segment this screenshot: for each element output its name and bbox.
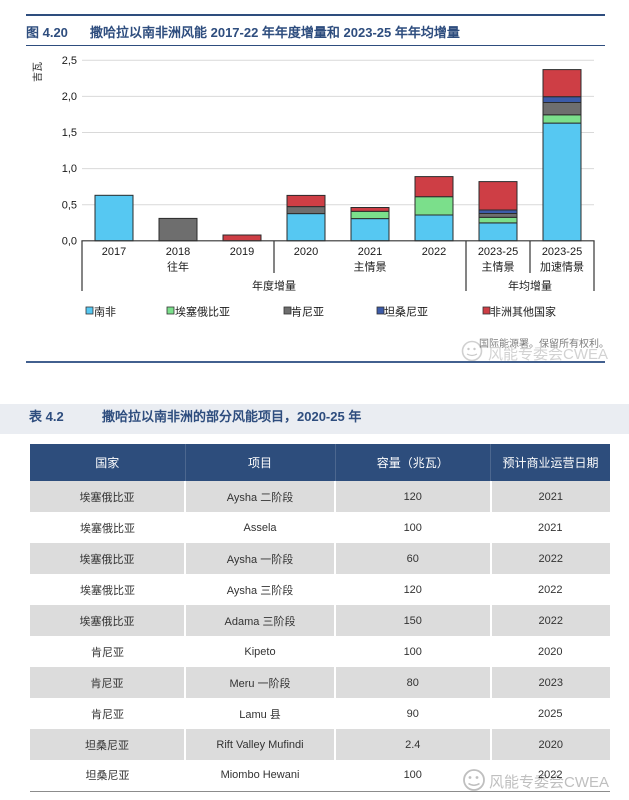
svg-text:往年: 往年 <box>167 260 189 274</box>
svg-text:年度增量: 年度增量 <box>252 279 296 293</box>
svg-text:风能专委会CWEA: 风能专委会CWEA <box>489 774 609 791</box>
svg-text:2022: 2022 <box>422 246 446 258</box>
svg-text:2023-25: 2023-25 <box>478 246 518 258</box>
svg-text:吉瓦: 吉瓦 <box>32 62 44 82</box>
svg-text:0,0: 0,0 <box>62 236 77 248</box>
svg-text:肯尼亚: 肯尼亚 <box>291 306 324 319</box>
svg-text:主情景: 主情景 <box>354 261 387 274</box>
svg-text:南非: 南非 <box>94 306 116 319</box>
svg-text:主情景: 主情景 <box>482 261 515 274</box>
svg-text:2018: 2018 <box>166 246 190 258</box>
svg-text:年均增量: 年均增量 <box>508 279 552 293</box>
svg-text:2,0: 2,0 <box>62 91 77 103</box>
svg-text:加速情景: 加速情景 <box>540 261 584 274</box>
svg-text:2,5: 2,5 <box>62 55 77 67</box>
svg-text:0,5: 0,5 <box>62 200 77 212</box>
svg-text:坦桑尼亚: 坦桑尼亚 <box>384 305 428 319</box>
svg-text:非洲其他国家: 非洲其他国家 <box>490 305 556 319</box>
svg-text:2019: 2019 <box>230 246 254 258</box>
svg-text:2020: 2020 <box>294 246 318 258</box>
svg-text:埃塞俄比亚: 埃塞俄比亚 <box>175 305 230 319</box>
svg-text:1,0: 1,0 <box>62 163 77 175</box>
svg-text:风能专委会CWEA: 风能专委会CWEA <box>488 346 608 363</box>
svg-text:国际能源署。保留所有权利。: 国际能源署。保留所有权利。 <box>479 337 609 350</box>
svg-text:1,5: 1,5 <box>62 127 77 139</box>
svg-text:2021: 2021 <box>358 246 382 258</box>
svg-text:2023-25: 2023-25 <box>542 246 582 258</box>
svg-text:2017: 2017 <box>102 246 126 258</box>
